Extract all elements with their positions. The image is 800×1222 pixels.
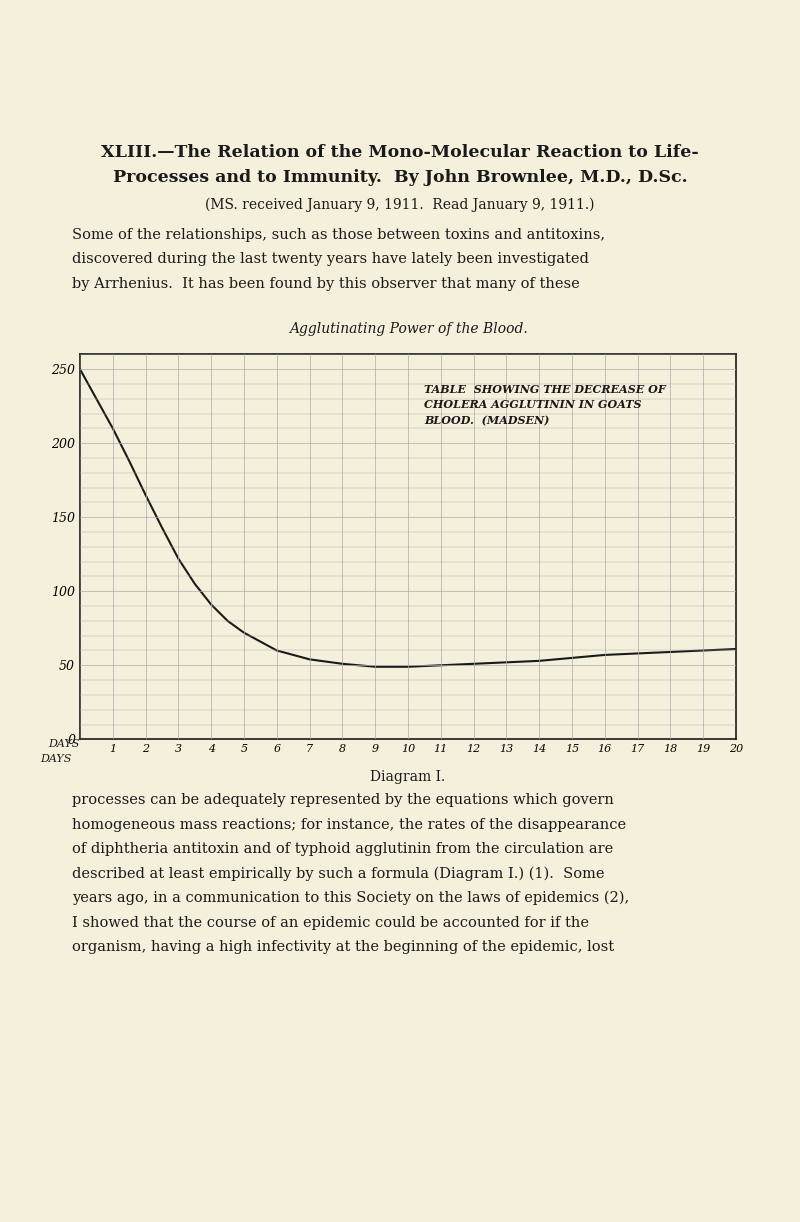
Text: described at least empirically by such a formula (Diagram I.) (1).  Some: described at least empirically by such a… xyxy=(72,866,605,881)
Text: Diagram I.: Diagram I. xyxy=(370,770,446,783)
Text: Processes and to Immunity.  By John Brownlee, M.D., D.Sc.: Processes and to Immunity. By John Brown… xyxy=(113,169,687,186)
Text: DAYS: DAYS xyxy=(48,739,79,749)
Text: of diphtheria antitoxin and of typhoid agglutinin from the circulation are: of diphtheria antitoxin and of typhoid a… xyxy=(72,842,614,857)
Text: Some of the relationships, such as those between toxins and antitoxins,: Some of the relationships, such as those… xyxy=(72,227,605,242)
Text: (MS. received January 9, 1911.  Read January 9, 1911.): (MS. received January 9, 1911. Read Janu… xyxy=(206,198,594,213)
Text: DAYS: DAYS xyxy=(41,754,72,764)
Text: XLIII.—The Relation of the Mono-Molecular Reaction to Life-: XLIII.—The Relation of the Mono-Molecula… xyxy=(101,144,699,161)
Text: TABLE  SHOWING THE DECREASE OF
CHOLERA AGGLUTININ IN GOATS
BLOOD.  (MADSEN): TABLE SHOWING THE DECREASE OF CHOLERA AG… xyxy=(425,384,666,426)
Text: homogeneous mass reactions; for instance, the rates of the disappearance: homogeneous mass reactions; for instance… xyxy=(72,818,626,832)
Text: by Arrhenius.  It has been found by this observer that many of these: by Arrhenius. It has been found by this … xyxy=(72,276,580,291)
Text: organism, having a high infectivity at the beginning of the epidemic, lost: organism, having a high infectivity at t… xyxy=(72,940,614,954)
Text: discovered during the last twenty years have lately been investigated: discovered during the last twenty years … xyxy=(72,252,589,266)
Text: years ago, in a communication to this Society on the laws of epidemics (2),: years ago, in a communication to this So… xyxy=(72,891,630,906)
Text: processes can be adequately represented by the equations which govern: processes can be adequately represented … xyxy=(72,793,614,808)
Text: I showed that the course of an epidemic could be accounted for if the: I showed that the course of an epidemic … xyxy=(72,915,589,930)
Text: Agglutinating Power of the Blood.: Agglutinating Power of the Blood. xyxy=(289,323,527,336)
